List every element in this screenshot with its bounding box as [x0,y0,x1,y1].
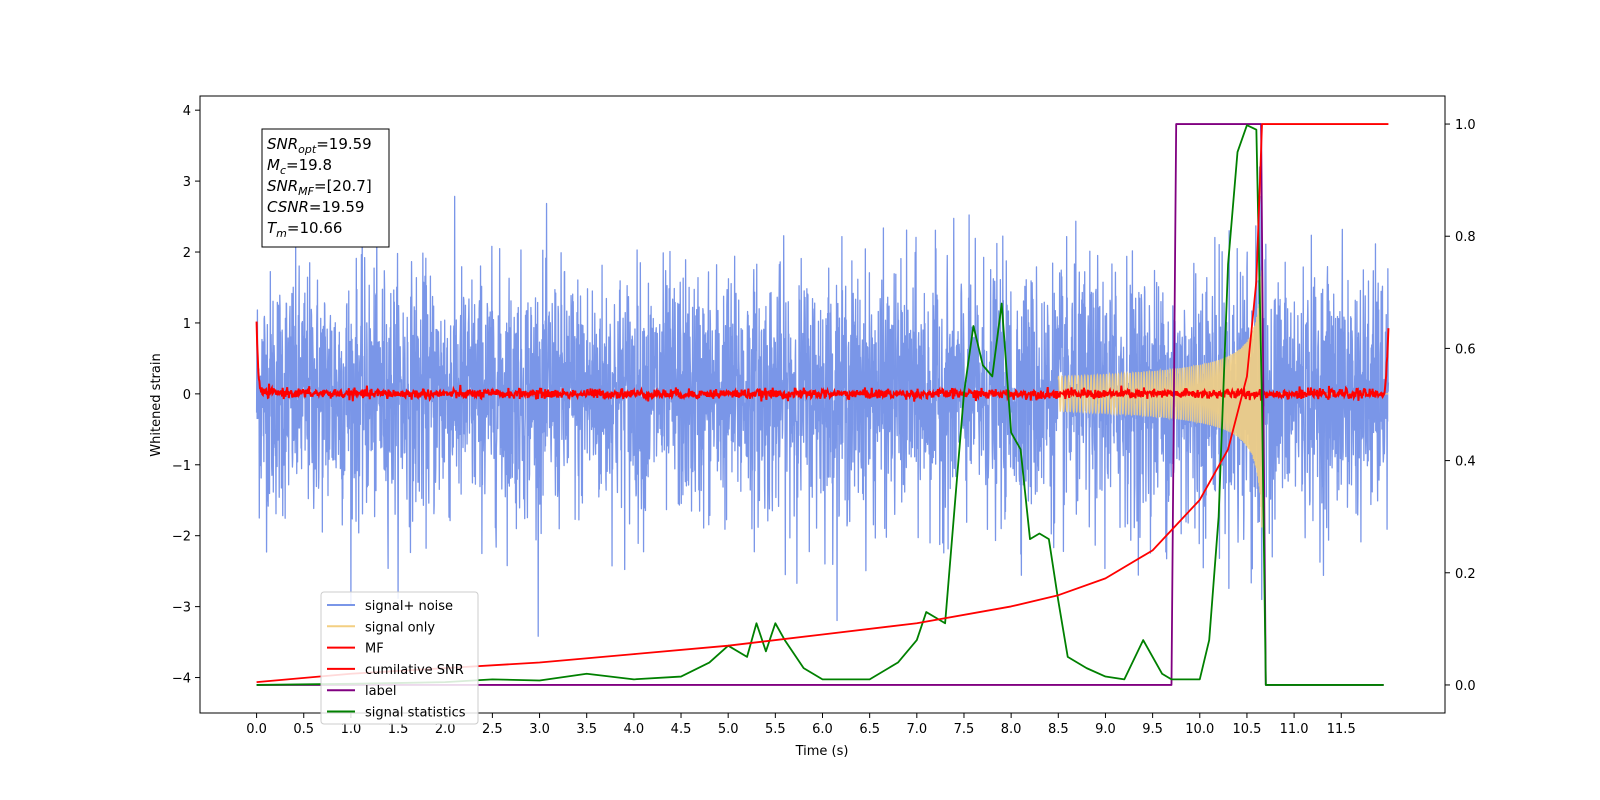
x-tick-label: 7.0 [906,722,927,737]
x-tick-label: 5.5 [765,722,786,737]
x-tick-label: 7.5 [954,722,975,737]
x-tick-label: 8.5 [1048,722,1069,737]
y-axis-label: Whitened strain [149,353,164,456]
y-tick-label: 3 [183,175,191,190]
x-tick-label: 10.0 [1185,722,1214,737]
annotation-line: SNRMF=[20.7] [267,177,372,198]
y-tick-label: 4 [183,104,191,119]
legend-frame [320,591,479,725]
series-mf [255,321,1390,403]
x-tick-label: 3.5 [576,722,597,737]
x-tick-label: 2.5 [482,722,503,737]
y-axis-right: 0.0 0.2 0.4 0.6 0.8 1.0 [1445,118,1476,694]
y2-tick-label: 0.2 [1455,567,1476,582]
x-tick-label: 4.0 [624,722,645,737]
series-signal-statistics [256,124,1384,686]
x-tick-label: 6.5 [859,722,880,737]
x-tick-label: 0.0 [246,722,267,737]
annotation-line: SNRopt=19.59 [267,135,372,156]
annotation-line: Tm=10.66 [267,219,342,240]
x-tick-label: 6.0 [812,722,833,737]
annotation-box: SNRopt=19.59Mc=19.8SNRMF=[20.7]CSNR=19.5… [261,128,390,248]
x-tick-label: 9.5 [1142,722,1163,737]
y-tick-label: −3 [172,601,191,616]
y2-tick-label: 1.0 [1455,118,1476,133]
x-tick-label: 1.5 [388,722,409,737]
annotation-box-frame [261,128,390,248]
annotation-line: CSNR=19.59 [267,198,364,216]
x-axis-label: Time (s) [795,744,849,759]
legend-label: label [365,684,396,699]
x-tick-label: 1.0 [341,722,362,737]
x-tick-label: 8.0 [1001,722,1022,737]
y-tick-label: 1 [183,317,191,332]
series-signal-only [1057,270,1389,528]
x-tick-label: 9.0 [1095,722,1116,737]
x-tick-label: 11.0 [1280,722,1309,737]
y2-tick-label: 0.4 [1455,455,1476,470]
legend-label: signal only [365,620,435,635]
plot-layer [255,123,1390,686]
x-tick-label: 11.5 [1327,722,1356,737]
series-cumilative-snr [256,123,1389,684]
x-tick-label: 0.5 [293,722,314,737]
annotation-line: Mc=19.8 [267,156,332,177]
y-tick-label: −2 [172,530,191,545]
legend: signal+ noise signal only MF cumilative SNR… [320,591,479,725]
x-axis: 0.0 0.5 1.0 1.5 2.0 2.5 3.0 3.5 4.0 4.5 5.0 5.5 6.0 6… [246,713,1356,737]
legend-label: signal statistics [365,706,466,721]
y-tick-label: 0 [183,388,191,403]
y-tick-label: 2 [183,246,191,261]
legend-label: cumilative SNR [365,663,464,678]
y-tick-label: −4 [172,672,191,687]
y-axis-left: −4 −3 −2 −1 0 1 2 3 4 [172,104,200,687]
y2-tick-label: 0.0 [1455,679,1476,694]
x-tick-label: 4.5 [671,722,692,737]
legend-label: signal+ noise [365,599,453,614]
x-tick-label: 3.0 [529,722,550,737]
x-tick-label: 10.5 [1232,722,1261,737]
y2-tick-label: 0.6 [1455,342,1476,357]
x-tick-label: 2.0 [435,722,456,737]
x-tick-label: 5.0 [718,722,739,737]
legend-label: MF [365,642,384,657]
y-tick-label: −1 [172,459,191,474]
y2-tick-label: 0.8 [1455,230,1476,245]
